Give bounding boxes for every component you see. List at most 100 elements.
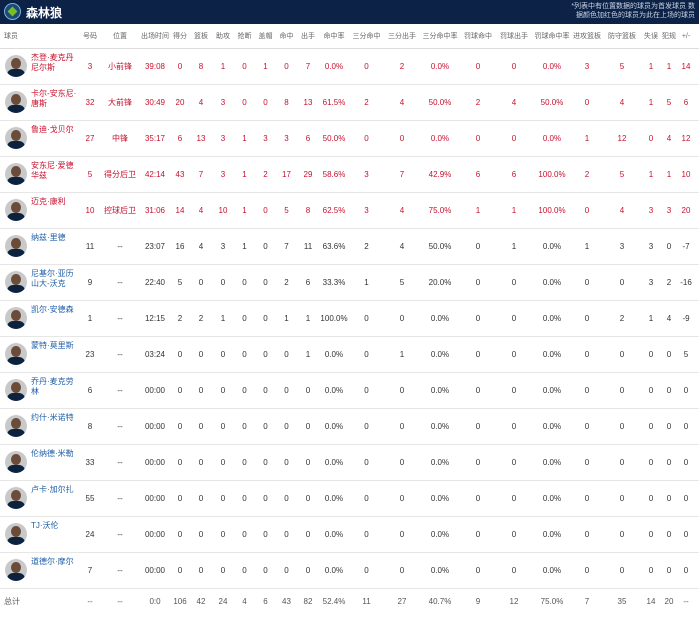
player-cell[interactable]: 乔丹·麦克劳林: [0, 372, 80, 409]
player-cell[interactable]: 伦纳德·米勒: [0, 444, 80, 481]
player-avatar[interactable]: [5, 415, 27, 437]
column-header[interactable]: 罚球命中: [460, 24, 496, 49]
column-header[interactable]: 命中率: [319, 24, 349, 49]
stat-pts: 43: [170, 156, 190, 193]
column-header[interactable]: 三分命中率: [420, 24, 460, 49]
player-avatar[interactable]: [5, 199, 27, 221]
stat-fga: 13: [297, 84, 319, 121]
player-name-link[interactable]: 乔丹·麦克劳林: [31, 377, 74, 396]
column-header[interactable]: 三分出手: [384, 24, 420, 49]
player-avatar[interactable]: [5, 487, 27, 509]
stat-ftp: 50.0%: [532, 84, 572, 121]
player-cell[interactable]: 蒙特·莫里斯: [0, 336, 80, 373]
player-cell[interactable]: 卢卡·加尔扎: [0, 480, 80, 517]
stat-position: --: [100, 516, 140, 553]
column-header[interactable]: 篮板: [190, 24, 212, 49]
player-name-link[interactable]: 卡尔-安东尼·唐斯: [31, 89, 77, 108]
column-header[interactable]: 犯规: [660, 24, 678, 49]
player-name-link[interactable]: 安东尼·爱德华兹: [31, 161, 74, 180]
player-avatar[interactable]: [5, 235, 27, 257]
player-avatar[interactable]: [5, 523, 27, 545]
player-cell[interactable]: 鲁迪·戈贝尔: [0, 120, 80, 157]
column-header[interactable]: 罚球命中率: [532, 24, 572, 49]
stat-blk: 0: [255, 336, 276, 373]
player-avatar[interactable]: [5, 91, 27, 113]
column-header[interactable]: 盖帽: [255, 24, 276, 49]
stat-pts: 5: [170, 264, 190, 301]
player-cell[interactable]: 迈克·康利: [0, 192, 80, 229]
player-cell[interactable]: 凯尔·安德森: [0, 300, 80, 337]
column-header[interactable]: 号码: [80, 24, 100, 49]
player-avatar[interactable]: [5, 271, 27, 293]
stat-fgm: 0: [276, 480, 297, 517]
column-header[interactable]: 位置: [100, 24, 140, 49]
player-cell[interactable]: 约什·米诺特: [0, 408, 80, 445]
column-header[interactable]: 防守篮板: [602, 24, 642, 49]
player-cell[interactable]: TJ·沃伦: [0, 516, 80, 553]
stat-tpa: 1: [384, 336, 420, 373]
player-avatar[interactable]: [5, 379, 27, 401]
stat-position: 小前锋: [100, 48, 140, 85]
player-avatar[interactable]: [5, 307, 27, 329]
player-name-link[interactable]: TJ·沃伦: [31, 521, 59, 530]
head-shape: [11, 58, 21, 69]
stat-tov: 0: [642, 480, 660, 517]
player-name-link[interactable]: 约什·米诺特: [31, 413, 74, 422]
column-header[interactable]: 失误: [642, 24, 660, 49]
column-header[interactable]: 出手: [297, 24, 319, 49]
player-cell[interactable]: 道德尔·摩尔: [0, 552, 80, 589]
player-name-link[interactable]: 鲁迪·戈贝尔: [31, 125, 74, 134]
column-header[interactable]: 抢断: [234, 24, 255, 49]
stat-tpp: 42.9%: [420, 156, 460, 193]
stat-ftp: 0.0%: [532, 516, 572, 553]
box-score-table: 球员 号码 位置 出场时间 得分 篮板 助攻 抢断 盖帽 命中 出手 命中率 三分命中 三分出手 三分命中率…: [0, 24, 699, 613]
stat-oreb: 0: [572, 552, 602, 589]
stat-tov: 0: [642, 444, 660, 481]
stat-number: 9: [80, 264, 100, 301]
player-cell[interactable]: 安东尼·爱德华兹: [0, 156, 80, 193]
stat-status: 激活: [694, 156, 699, 193]
stat-fga: 0: [297, 372, 319, 409]
player-name-link[interactable]: 伦纳德·米勒: [31, 449, 74, 458]
stat-status: 激活: [694, 372, 699, 409]
player-name-link[interactable]: 尼基尔·亚历山大-沃克: [31, 269, 74, 288]
stat-ftp: 100.0%: [532, 156, 572, 193]
column-header[interactable]: 球员: [0, 24, 80, 49]
player-avatar[interactable]: [5, 451, 27, 473]
stat-position: 中锋: [100, 120, 140, 157]
column-header[interactable]: 命中: [276, 24, 297, 49]
player-cell[interactable]: 杰登·麦克丹尼尔斯: [0, 48, 80, 85]
player-name-link[interactable]: 杰登·麦克丹尼尔斯: [31, 53, 74, 72]
player-name-link[interactable]: 蒙特·莫里斯: [31, 341, 74, 350]
player-avatar[interactable]: [5, 343, 27, 365]
total-blk: 6: [263, 596, 268, 606]
column-header[interactable]: +/-: [678, 24, 694, 49]
stat-oreb: 0: [572, 516, 602, 553]
column-header[interactable]: 三分命中: [349, 24, 384, 49]
stat-tpm: 2: [349, 228, 384, 265]
player-avatar[interactable]: [5, 55, 27, 77]
player-name-link[interactable]: 凯尔·安德森: [31, 305, 74, 314]
player-cell[interactable]: 尼基尔·亚历山大-沃克: [0, 264, 80, 301]
column-header[interactable]: 助攻: [212, 24, 234, 49]
column-header[interactable]: 出场时间: [140, 24, 170, 49]
player-name-link[interactable]: 道德尔·摩尔: [31, 557, 74, 566]
player-avatar[interactable]: [5, 127, 27, 149]
stat-position: --: [100, 372, 140, 409]
stat-oreb: 0: [572, 372, 602, 409]
player-name-link[interactable]: 迈克·康利: [31, 197, 66, 206]
column-header[interactable]: 状态: [694, 24, 699, 49]
stat-fgm: 5: [276, 192, 297, 229]
column-header[interactable]: 进攻篮板: [572, 24, 602, 49]
column-header[interactable]: 罚球出手: [496, 24, 532, 49]
stat-position: --: [100, 408, 140, 445]
player-name-link[interactable]: 纳兹·里德: [31, 233, 66, 242]
player-cell[interactable]: 卡尔-安东尼·唐斯: [0, 84, 80, 121]
player-name-link[interactable]: 卢卡·加尔扎: [31, 485, 74, 494]
column-header[interactable]: 得分: [170, 24, 190, 49]
player-avatar[interactable]: [5, 559, 27, 581]
player-cell[interactable]: 纳兹·里德: [0, 228, 80, 265]
stat-fga: 11: [297, 228, 319, 265]
jersey-shape: [7, 141, 25, 149]
player-avatar[interactable]: [5, 163, 27, 185]
